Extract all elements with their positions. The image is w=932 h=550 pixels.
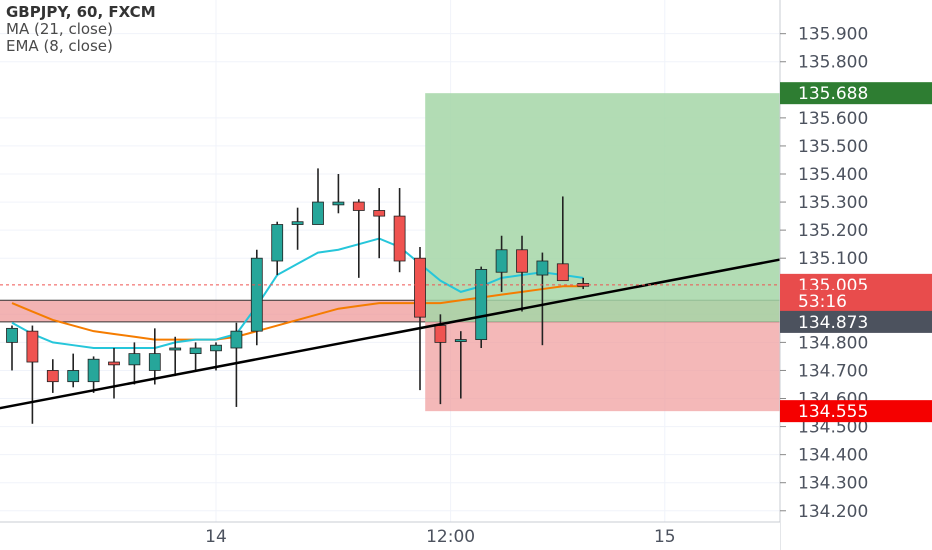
price-tick-label: 134.800 bbox=[798, 333, 868, 353]
trend-line bbox=[0, 256, 788, 410]
bull-candle-body bbox=[189, 347, 202, 355]
indicator-layer bbox=[11, 237, 584, 349]
candle bbox=[67, 353, 80, 388]
candle bbox=[373, 188, 386, 259]
candle bbox=[332, 174, 345, 214]
overlay-layer bbox=[0, 256, 788, 410]
candle bbox=[556, 196, 569, 282]
price-tick-label: 135.200 bbox=[798, 221, 868, 241]
take-profit-label-text: 135.688 bbox=[798, 84, 868, 104]
bull-candle-body bbox=[6, 327, 18, 343]
time-tick-label: 14 bbox=[205, 527, 227, 547]
bull-candle-body bbox=[291, 221, 304, 225]
ema-line bbox=[11, 237, 584, 349]
price-tick-label: 135.500 bbox=[798, 137, 868, 157]
price-tick-label: 135.800 bbox=[798, 53, 868, 73]
candle bbox=[536, 252, 549, 346]
candle bbox=[108, 348, 120, 399]
candle bbox=[393, 188, 406, 273]
stop-loss-label: 134.555 bbox=[780, 400, 932, 423]
price-tick-label: 134.500 bbox=[798, 418, 868, 438]
bull-candle-body bbox=[67, 370, 80, 383]
bear-candle-body bbox=[516, 249, 528, 273]
symbol-title[interactable]: GBPJPY, 60, FXCM bbox=[6, 3, 156, 21]
candle bbox=[87, 356, 100, 393]
bear-candle-body bbox=[108, 361, 120, 366]
bull-candle-body bbox=[271, 224, 284, 262]
candle bbox=[230, 322, 243, 407]
bull-candle-body bbox=[210, 344, 222, 352]
stop-loss-label-bg bbox=[780, 400, 932, 423]
bull-candle-body bbox=[128, 353, 141, 366]
bull-candle-body bbox=[148, 353, 161, 371]
candle bbox=[475, 266, 488, 348]
candle bbox=[271, 221, 284, 276]
price-tick-label: 134.400 bbox=[798, 446, 868, 466]
bear-candle-body bbox=[393, 215, 406, 262]
take-profit-label-bg bbox=[780, 82, 932, 105]
bull-candle-body bbox=[454, 339, 467, 342]
candle bbox=[6, 325, 18, 371]
candle bbox=[312, 168, 324, 225]
candle bbox=[495, 235, 508, 292]
bear-candle-body bbox=[556, 263, 569, 282]
time-tick-label: 12:00 bbox=[426, 527, 475, 547]
price-axis[interactable]: 135.900 135.800 135.600 135.500 135.400 135.3… bbox=[779, 0, 932, 550]
bull-candle-body bbox=[230, 330, 243, 349]
candle bbox=[189, 342, 202, 371]
ma-line bbox=[11, 285, 584, 341]
price-tick-label: 135.300 bbox=[798, 193, 868, 213]
candle bbox=[148, 328, 161, 385]
bear-candle-body bbox=[373, 210, 386, 217]
countdown-label-text: 53:16 bbox=[798, 292, 847, 312]
bull-candle-body bbox=[87, 358, 100, 383]
price-tick-label: 134.200 bbox=[798, 502, 868, 522]
time-tick-label: 15 bbox=[654, 527, 676, 547]
candle bbox=[169, 336, 182, 377]
price-tick-label: 135.900 bbox=[798, 25, 868, 45]
bear-candle-body bbox=[434, 325, 447, 343]
zone-layer bbox=[0, 93, 780, 412]
time-axis[interactable]: 14 12:00 15 bbox=[0, 521, 780, 550]
chart-legend: GBPJPY, 60, FXCM MA (21, close) EMA (8, … bbox=[6, 4, 156, 55]
countdown-label: 53:16 bbox=[780, 289, 932, 312]
candle bbox=[26, 325, 39, 424]
entry-price-label-text: 134.873 bbox=[798, 313, 868, 333]
price-tick-label: 134.300 bbox=[798, 474, 868, 494]
take-profit-label: 135.688 bbox=[780, 82, 932, 105]
candle bbox=[434, 314, 447, 405]
entry-price-label: 134.873 bbox=[780, 310, 932, 333]
price-tick-label: 134.700 bbox=[798, 361, 868, 381]
bull-candle-body bbox=[536, 260, 549, 276]
bull-candle-body bbox=[312, 201, 324, 225]
price-tick-label: 135.100 bbox=[798, 249, 868, 269]
stop-loss-label-text: 134.555 bbox=[798, 402, 868, 422]
bear-candle-body bbox=[26, 330, 39, 363]
candle bbox=[128, 342, 141, 385]
bull-candle-body bbox=[332, 201, 345, 206]
candle bbox=[250, 249, 263, 346]
ma-legend[interactable]: MA (21, close) bbox=[6, 20, 113, 38]
candle bbox=[414, 246, 426, 391]
candle bbox=[516, 235, 528, 312]
price-tick-label: 135.600 bbox=[798, 109, 868, 129]
candle bbox=[454, 331, 467, 399]
bear-candle-body bbox=[414, 257, 426, 318]
bull-candle-body bbox=[475, 269, 488, 340]
candle-layer bbox=[6, 168, 590, 424]
bull-candle-body bbox=[169, 347, 182, 351]
ema-legend[interactable]: EMA (8, close) bbox=[6, 37, 113, 55]
bull-candle-body bbox=[250, 257, 263, 332]
candle bbox=[352, 199, 365, 278]
candle bbox=[291, 207, 304, 250]
candle bbox=[46, 359, 59, 393]
bear-candle-body bbox=[352, 201, 365, 211]
countdown-label-bg bbox=[780, 289, 932, 312]
bull-candle-body bbox=[495, 249, 508, 273]
price-tick-label: 135.400 bbox=[798, 165, 868, 185]
bear-candle-body bbox=[46, 370, 59, 383]
time-axis-bg bbox=[0, 522, 780, 550]
entry-price-label-bg bbox=[780, 310, 932, 333]
